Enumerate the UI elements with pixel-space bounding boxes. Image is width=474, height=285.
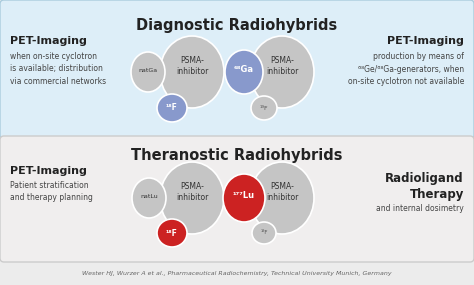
Text: =: = [228,188,246,208]
Text: Wester HJ, Wurzer A et al., Pharmaceutical Radiochemistry, Technical University : Wester HJ, Wurzer A et al., Pharmaceutic… [82,271,392,276]
Ellipse shape [132,178,166,218]
Ellipse shape [252,222,276,244]
Text: PET-Imaging: PET-Imaging [10,36,87,46]
Text: PSMA-
inhibitor: PSMA- inhibitor [266,56,298,76]
Ellipse shape [131,52,165,92]
Text: PET-Imaging: PET-Imaging [387,36,464,46]
Ellipse shape [160,162,224,234]
Text: ⁶⁸Ga: ⁶⁸Ga [234,66,254,74]
Text: PSMA-
inhibitor: PSMA- inhibitor [176,182,208,202]
Ellipse shape [160,36,224,108]
Text: production by means of
⁶⁸Ge/⁶⁸Ga-generators, when
on-site cyclotron not availabl: production by means of ⁶⁸Ge/⁶⁸Ga-generat… [347,52,464,86]
Text: PET-Imaging: PET-Imaging [10,166,87,176]
Text: =: = [228,62,246,82]
Text: Patient stratification
and therapy planning: Patient stratification and therapy plann… [10,181,93,203]
Ellipse shape [250,36,314,108]
Text: Diagnostic Radiohybrids: Diagnostic Radiohybrids [137,18,337,33]
Ellipse shape [157,219,187,247]
Text: ¹⁸F: ¹⁸F [166,103,178,113]
Text: Radioligand
Therapy: Radioligand Therapy [385,172,464,201]
Text: PSMA-
inhibitor: PSMA- inhibitor [176,56,208,76]
Text: when on-site cyclotron
is available; distribution
via commercial networks: when on-site cyclotron is available; dis… [10,52,106,86]
Ellipse shape [157,94,187,122]
Text: ¹⁷⁷Lu: ¹⁷⁷Lu [233,192,255,201]
Ellipse shape [250,162,314,234]
Ellipse shape [225,50,263,94]
Text: ¹⁹F: ¹⁹F [260,231,268,235]
Text: PSMA-
inhibitor: PSMA- inhibitor [266,182,298,202]
Ellipse shape [251,96,277,120]
Text: ¹⁹F: ¹⁹F [260,105,268,111]
Text: ¹⁸F: ¹⁸F [166,229,178,237]
Text: Theranostic Radiohybrids: Theranostic Radiohybrids [131,148,343,163]
Ellipse shape [223,174,265,222]
Text: natGa: natGa [138,68,157,72]
FancyBboxPatch shape [0,0,474,139]
Text: natLu: natLu [140,194,158,198]
FancyBboxPatch shape [0,136,474,262]
Text: and internal dosimetry: and internal dosimetry [376,204,464,213]
